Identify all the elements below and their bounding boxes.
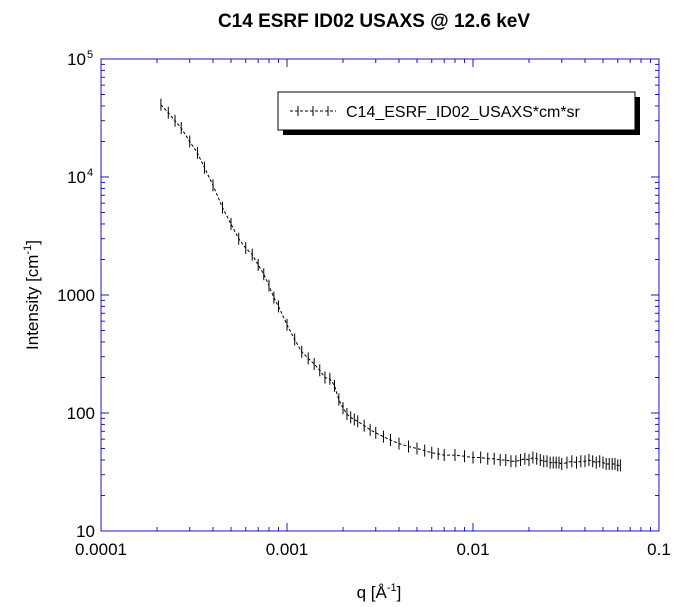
x-tick-label: 0.1 (647, 540, 671, 559)
legend-label: C14_ESRF_ID02_USAXS*cm*sr (346, 104, 581, 121)
x-tick-label: 0.01 (456, 540, 489, 559)
y-tick-exponent: 5 (87, 49, 93, 61)
y-tick-label: 1000 (57, 286, 95, 305)
y-tick-label: 10 (67, 168, 86, 187)
y-tick-label: 10 (67, 50, 86, 69)
chart-title: C14 ESRF ID02 USAXS @ 12.6 keV (218, 11, 530, 32)
x-axis: 0.0001 0.001 0.01 0.1 (75, 59, 671, 559)
series-line (160, 104, 621, 466)
y-tick-exponent: 4 (87, 167, 93, 179)
series-layer (160, 98, 621, 472)
x-axis-label: q [Å-1] (357, 582, 402, 602)
x-tick-label: 0.0001 (75, 540, 127, 559)
legend-box (277, 91, 636, 131)
y-tick-label: 10 (76, 522, 95, 541)
y-axis-label: Intensity [cm-1] (22, 240, 42, 350)
legend: C14_ESRF_ID02_USAXS*cm*sr (277, 91, 640, 135)
x-tick-label: 0.001 (266, 540, 309, 559)
y-tick-label: 100 (67, 404, 95, 423)
